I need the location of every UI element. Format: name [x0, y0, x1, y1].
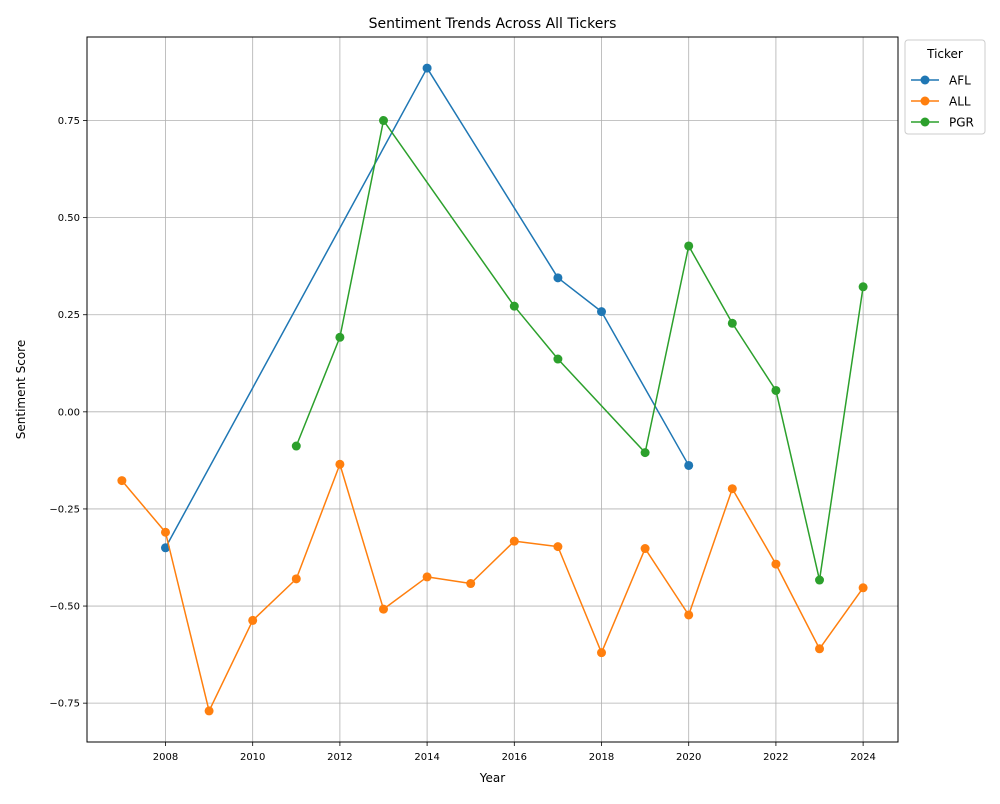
data-point-all [553, 542, 563, 552]
data-point-pgr [727, 318, 737, 328]
legend-title: Ticker [926, 47, 963, 61]
data-point-all [335, 459, 345, 469]
legend-item-all: ALL [911, 95, 971, 109]
x-tick-label: 2016 [502, 752, 527, 763]
data-point-all [771, 559, 781, 569]
data-point-all [466, 579, 476, 589]
legend-item-afl: AFL [911, 74, 971, 88]
data-point-pgr [684, 241, 694, 251]
data-point-all [117, 476, 127, 486]
data-point-all [378, 604, 388, 614]
data-point-all [248, 615, 258, 625]
legend-label: ALL [949, 95, 971, 109]
legend-box [904, 39, 986, 135]
y-tick-label: 0.75 [58, 116, 80, 127]
chart-title: Sentiment Trends Across All Tickers [369, 16, 617, 32]
plot-frame [86, 36, 899, 743]
y-tick-label: −0.75 [49, 699, 80, 710]
grid [87, 37, 898, 742]
x-tick-label: 2014 [414, 752, 439, 763]
data-point-pgr [378, 116, 388, 126]
legend-label: AFL [949, 74, 971, 88]
y-tick-label: −0.50 [49, 602, 80, 613]
y-tick-label: −0.25 [49, 504, 80, 515]
y-tick-label: 0.25 [58, 310, 80, 321]
data-point-pgr [335, 332, 345, 342]
data-point-pgr [815, 575, 825, 585]
x-axis-label: Year [479, 771, 505, 785]
data-point-all [684, 610, 694, 620]
legend-marker [920, 75, 930, 85]
x-tick-label: 2018 [589, 752, 614, 763]
data-point-afl [597, 307, 607, 317]
data-point-all [204, 706, 214, 716]
x-tick-label: 2012 [327, 752, 352, 763]
data-point-all [727, 484, 737, 494]
data-point-all [858, 583, 868, 593]
x-tick-label: 2024 [850, 752, 875, 763]
x-tick-label: 2008 [153, 752, 178, 763]
data-point-pgr [771, 385, 781, 395]
legend-item-pgr: PGR [911, 116, 974, 130]
data-point-all [509, 536, 519, 546]
series-all [117, 459, 868, 716]
data-point-afl [553, 273, 563, 283]
y-axis-label: Sentiment Score [14, 340, 28, 439]
data-point-afl [160, 543, 170, 553]
x-axis: 2008 2010 2012 2014 2016 2018 2020 2022 2024 [153, 742, 876, 763]
data-point-pgr [291, 441, 301, 451]
data-point-all [160, 527, 170, 537]
series-line-all [121, 463, 864, 712]
legend-marker [920, 96, 930, 106]
data-point-all [422, 572, 432, 582]
y-axis: −0.75 −0.50 −0.25 0.00 0.25 0.50 0.75 [49, 116, 87, 710]
y-tick-label: 0.50 [58, 213, 80, 224]
data-point-pgr [640, 448, 650, 458]
series-layer [117, 63, 868, 716]
x-tick-label: 2022 [763, 752, 788, 763]
data-point-all [640, 544, 650, 554]
data-point-pgr [509, 301, 519, 311]
x-tick-label: 2020 [676, 752, 701, 763]
data-point-all [291, 574, 301, 584]
data-point-all [815, 644, 825, 654]
data-point-pgr [858, 282, 868, 292]
legend: Ticker AFL ALL PGR [904, 39, 986, 135]
legend-marker [920, 117, 930, 127]
x-tick-label: 2010 [240, 752, 265, 763]
data-point-pgr [553, 354, 563, 364]
series-afl [160, 63, 694, 553]
data-point-afl [684, 460, 694, 470]
legend-label: PGR [949, 116, 974, 130]
data-point-afl [422, 63, 432, 73]
series-pgr [291, 116, 868, 585]
data-point-all [597, 648, 607, 658]
y-tick-label: 0.00 [58, 407, 80, 418]
